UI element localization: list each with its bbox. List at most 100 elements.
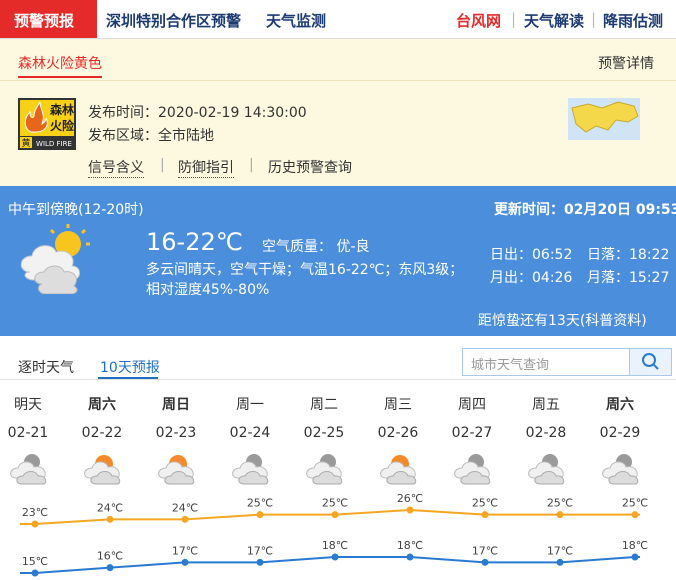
weather-icon [306, 454, 343, 485]
date: 02-28 [526, 425, 567, 441]
air-quality: 空气质量： 优-良 [262, 236, 370, 256]
tab-underline [18, 76, 102, 78]
cloud [164, 471, 195, 485]
divider [0, 80, 676, 81]
date: 02-23 [156, 425, 197, 441]
weather-icon [528, 454, 565, 485]
forecast-tab-active[interactable]: 10天预报 [100, 360, 160, 376]
area-map [568, 98, 640, 140]
warning-link[interactable]: 历史预警查询 [268, 160, 352, 176]
temp-point [556, 558, 564, 566]
cloud [90, 471, 121, 485]
temperature: 16-22℃ [146, 228, 243, 256]
temp-label: 25℃ [322, 497, 348, 510]
nav-link[interactable]: 台风网 [456, 12, 502, 30]
warning-link[interactable]: 信号含义 [88, 157, 144, 178]
publish-time: 发布时间：2020-02-19 14:30:00 [88, 102, 307, 122]
temp-point [31, 520, 39, 528]
weekday: 周五 [532, 397, 560, 413]
icon-level: 黄 [21, 137, 30, 149]
icon-flame [24, 101, 48, 133]
label: 更新时间： [494, 202, 564, 218]
date: 02-25 [304, 425, 345, 441]
temp-point [481, 558, 489, 566]
date: 02-24 [230, 425, 271, 441]
label: 发布区域： [88, 128, 158, 144]
value: 06:52 [532, 247, 573, 263]
value: 全市陆地 [158, 128, 214, 144]
weather-icon [454, 454, 491, 485]
nav-link[interactable]: 降雨估测 [603, 12, 664, 30]
date: 02-29 [600, 425, 641, 441]
temp-label: 26℃ [397, 492, 423, 505]
separator: | [160, 157, 165, 173]
icon-text: 火险 [50, 118, 75, 133]
date: 02-26 [378, 425, 419, 441]
label: 日出： [490, 247, 532, 263]
cloud [312, 471, 343, 485]
cloud [34, 265, 78, 294]
temp-label: 17℃ [172, 544, 198, 557]
temp-label: 24℃ [97, 501, 123, 514]
weather-icon [10, 454, 47, 485]
temp-point [106, 564, 114, 572]
temp-label: 25℃ [472, 497, 498, 510]
temp-label: 16℃ [97, 550, 123, 563]
nav-tab[interactable]: 深圳特别合作区预警 [106, 12, 242, 30]
value: 02月20日 09:53 [564, 202, 676, 218]
tab-underline [98, 377, 158, 379]
button-bg [629, 348, 672, 376]
search-input[interactable]: 城市天气查询 [462, 348, 630, 376]
label: 发布时间： [88, 105, 158, 121]
forecast-tab[interactable]: 逐时天气 [18, 360, 74, 376]
separator: | [511, 10, 517, 28]
value: 优-良 [336, 239, 370, 255]
weekday: 周三 [384, 397, 412, 413]
current-icon [20, 224, 90, 294]
solar-term[interactable]: 距惊蛰还有13天(科普资料) [478, 313, 647, 329]
temp-label: 18℃ [322, 539, 348, 552]
search-button[interactable] [629, 348, 672, 376]
weather-icon [158, 455, 195, 485]
period: 中午到傍晚(12-20时) [8, 202, 144, 218]
sun-rays [49, 224, 90, 246]
weather-icon [380, 455, 417, 485]
weather-icon [232, 454, 269, 485]
forecast-chart: 明天 周六 周日 周一 周二 周三 周四 周五 周六 02-21 02-22 02-23 02-24 02… [8, 396, 648, 577]
icon-english: WILD FIRE [36, 140, 72, 148]
temp-label: 18℃ [397, 539, 423, 552]
temp-point [31, 569, 39, 577]
placeholder: 城市天气查询 [471, 358, 550, 373]
label: 空气质量： [262, 239, 332, 255]
weekday: 周六 [88, 396, 116, 413]
temp-point [631, 553, 639, 561]
value: 15:27 [629, 270, 670, 286]
temp-point [331, 553, 339, 561]
separator: | [591, 10, 597, 28]
temp-label: 25℃ [622, 497, 648, 510]
nav-active[interactable]: 预警预报 [14, 12, 75, 30]
cloud [16, 471, 47, 485]
warning-panel: 森林火险黄色 预警详情 森林 火险 黄 WILD FIRE 发布时间：2020-… [0, 39, 676, 186]
label: 月出： [490, 270, 532, 286]
nav-tab[interactable]: 天气监测 [266, 12, 327, 30]
date: 02-22 [82, 425, 123, 441]
cloud [460, 471, 491, 485]
divider [0, 379, 676, 380]
nav-link[interactable]: 天气解读 [524, 12, 585, 30]
temp-label: 17℃ [247, 544, 273, 557]
warning-link[interactable]: 防御指引 [178, 157, 234, 178]
detail-link[interactable]: 预警详情 [598, 56, 654, 72]
current-weather: 中午到傍晚(12-20时) 更新时间：02月20日 09:53 16-22℃ 空… [0, 186, 676, 336]
temp-point [406, 553, 414, 561]
weather-icon [84, 455, 121, 485]
value: 04:26 [532, 270, 573, 286]
warning-icon: 森林 火险 黄 WILD FIRE [18, 98, 76, 150]
date: 02-21 [8, 425, 49, 441]
warning-tab[interactable]: 森林火险黄色 [18, 56, 102, 72]
magnifier-handle [652, 363, 659, 370]
temp-point [481, 511, 489, 519]
temp-label: 17℃ [472, 544, 498, 557]
date: 02-27 [452, 425, 493, 441]
